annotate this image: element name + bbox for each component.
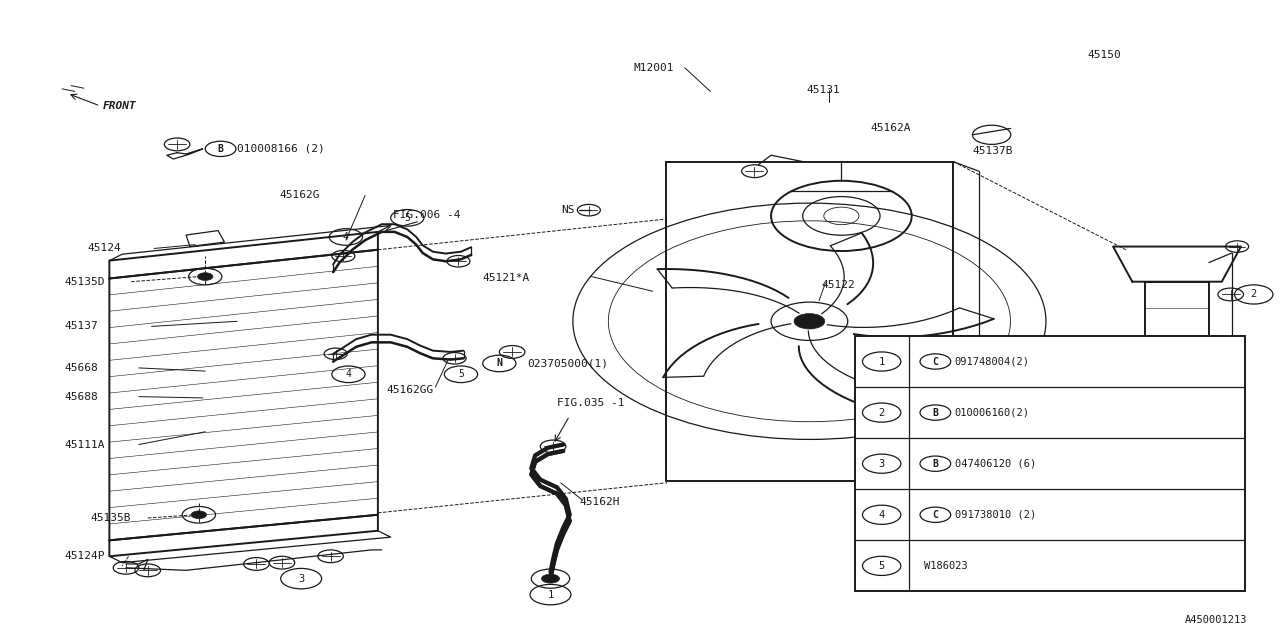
Text: 45111A: 45111A bbox=[64, 440, 105, 449]
Text: FIG.006 -4: FIG.006 -4 bbox=[393, 210, 461, 220]
Text: FRONT: FRONT bbox=[102, 101, 137, 111]
Circle shape bbox=[541, 574, 559, 583]
Text: C: C bbox=[932, 356, 938, 367]
Text: 45121*A: 45121*A bbox=[483, 273, 530, 284]
Text: 047406120 (6): 047406120 (6) bbox=[955, 459, 1036, 468]
Text: A450001213: A450001213 bbox=[1185, 615, 1247, 625]
Text: FIG.035 -1: FIG.035 -1 bbox=[557, 398, 625, 408]
Circle shape bbox=[191, 511, 206, 518]
Text: B: B bbox=[218, 144, 224, 154]
Text: 45162A: 45162A bbox=[870, 124, 910, 133]
Text: 5: 5 bbox=[404, 213, 410, 223]
Text: 45668: 45668 bbox=[64, 363, 99, 373]
Text: 4: 4 bbox=[343, 232, 349, 242]
Circle shape bbox=[197, 273, 212, 280]
Text: 4: 4 bbox=[346, 369, 352, 380]
Text: 091738010 (2): 091738010 (2) bbox=[955, 510, 1036, 520]
Text: N: N bbox=[497, 358, 502, 369]
Bar bbox=[855, 336, 1244, 591]
Text: B: B bbox=[932, 408, 938, 417]
Text: 45137: 45137 bbox=[64, 321, 99, 332]
Text: 45162H: 45162H bbox=[580, 497, 621, 507]
Text: 5: 5 bbox=[458, 369, 463, 380]
Text: 45135D: 45135D bbox=[64, 276, 105, 287]
Text: 5: 5 bbox=[878, 561, 884, 571]
Text: 091748004(2): 091748004(2) bbox=[955, 356, 1029, 367]
Text: 45135B: 45135B bbox=[90, 513, 131, 523]
Text: 45688: 45688 bbox=[64, 392, 99, 402]
Text: NS: NS bbox=[562, 205, 575, 215]
Text: 2: 2 bbox=[878, 408, 884, 417]
Text: 45124: 45124 bbox=[87, 243, 122, 253]
Text: B: B bbox=[932, 459, 938, 468]
Text: 2: 2 bbox=[1251, 289, 1257, 300]
Text: 45162GG: 45162GG bbox=[387, 385, 434, 396]
Text: 4: 4 bbox=[878, 510, 884, 520]
Text: 023705000(1): 023705000(1) bbox=[527, 358, 608, 369]
Text: 45124P: 45124P bbox=[64, 551, 105, 561]
Text: 45131: 45131 bbox=[806, 85, 840, 95]
Text: 010008166 (2): 010008166 (2) bbox=[237, 144, 325, 154]
Text: 1: 1 bbox=[548, 589, 554, 600]
Text: 010006160(2): 010006160(2) bbox=[955, 408, 1029, 417]
Text: W186023: W186023 bbox=[924, 561, 968, 571]
Text: M12001: M12001 bbox=[634, 63, 675, 73]
Text: 3: 3 bbox=[298, 573, 305, 584]
Text: 45162G: 45162G bbox=[279, 191, 320, 200]
Text: 3: 3 bbox=[878, 459, 884, 468]
Text: 45150: 45150 bbox=[1088, 50, 1121, 60]
Text: 1: 1 bbox=[878, 356, 884, 367]
Text: 45137B: 45137B bbox=[973, 146, 1012, 156]
Circle shape bbox=[794, 314, 824, 329]
Text: 45122: 45122 bbox=[822, 280, 855, 290]
Text: C: C bbox=[932, 510, 938, 520]
